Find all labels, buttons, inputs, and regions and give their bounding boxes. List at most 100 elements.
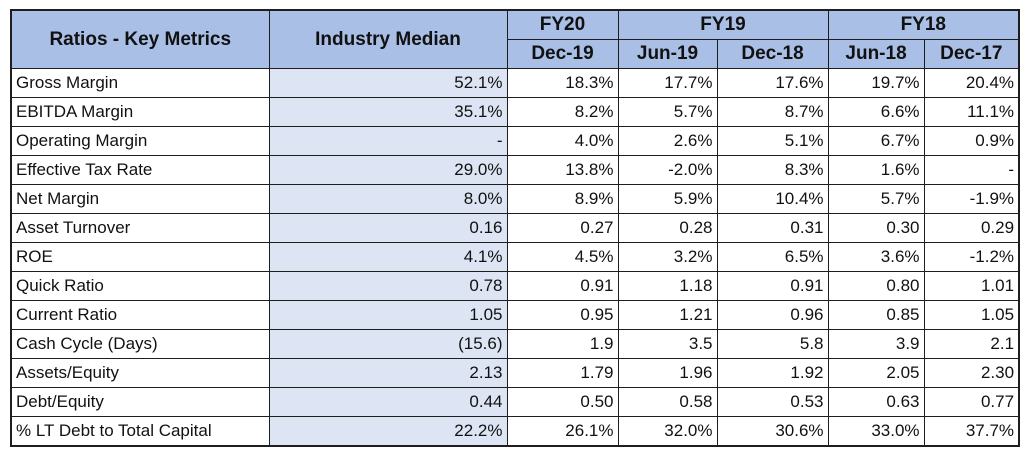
period-value-cell: 0.29 <box>923 213 1020 243</box>
industry-median-cell: 52.1% <box>268 68 508 98</box>
period-value-cell: 0.77 <box>923 387 1020 417</box>
table-row: Gross Margin 52.1% 18.3% 17.7% 17.6% 19.7% 20.… <box>10 68 1020 98</box>
period-value-cell: 6.7% <box>827 126 925 156</box>
period-value-cell: 0.96 <box>716 300 829 330</box>
industry-median-cell: 4.1% <box>268 242 508 272</box>
period-value-cell: 0.80 <box>827 271 925 301</box>
period-value-cell: 2.30 <box>923 358 1020 388</box>
period-value-cell: 5.7% <box>827 184 925 214</box>
period-value-cell: 0.50 <box>506 387 619 417</box>
group-header-fy18: FY18 <box>827 9 1020 40</box>
industry-median-cell: 2.13 <box>268 358 508 388</box>
metric-label: Quick Ratio <box>10 271 270 301</box>
period-value-cell: 5.1% <box>716 126 829 156</box>
period-value-cell: 30.6% <box>716 416 829 447</box>
metric-column-header: Ratios - Key Metrics <box>10 9 270 69</box>
period-value-cell: -1.9% <box>923 184 1020 214</box>
period-value-cell: 20.4% <box>923 68 1020 98</box>
period-value-cell: 26.1% <box>506 416 619 447</box>
period-value-cell: 0.53 <box>716 387 829 417</box>
period-value-cell: - <box>923 155 1020 185</box>
table-row: % LT Debt to Total Capital 22.2% 26.1% 32.0… <box>10 416 1020 447</box>
period-value-cell: 6.5% <box>716 242 829 272</box>
period-value-cell: -2.0% <box>617 155 718 185</box>
industry-median-cell: 1.05 <box>268 300 508 330</box>
industry-median-cell: 0.78 <box>268 271 508 301</box>
period-value-cell: 1.79 <box>506 358 619 388</box>
period-header: Jun-19 <box>617 39 718 69</box>
group-header-fy19: FY19 <box>617 9 829 40</box>
period-value-cell: 17.6% <box>716 68 829 98</box>
table-body: Gross Margin 52.1% 18.3% 17.7% 17.6% 19.7% 20.… <box>10 68 1020 447</box>
period-value-cell: 8.3% <box>716 155 829 185</box>
period-value-cell: 0.30 <box>827 213 925 243</box>
period-value-cell: 13.8% <box>506 155 619 185</box>
period-value-cell: 4.5% <box>506 242 619 272</box>
table-row: Operating Margin -4.0% 2.6% 5.1% 6.7% 0.9% <box>10 126 1020 156</box>
metric-label: Gross Margin <box>10 68 270 98</box>
industry-median-cell: 0.44 <box>268 387 508 417</box>
metric-label: Net Margin <box>10 184 270 214</box>
period-value-cell: 0.95 <box>506 300 619 330</box>
metric-label: Effective Tax Rate <box>10 155 270 185</box>
period-value-cell: 1.92 <box>716 358 829 388</box>
period-value-cell: 19.7% <box>827 68 925 98</box>
metric-label: Cash Cycle (Days) <box>10 329 270 359</box>
period-value-cell: 11.1% <box>923 97 1020 127</box>
period-value-cell: 0.63 <box>827 387 925 417</box>
period-value-cell: 5.7% <box>617 97 718 127</box>
median-column-header: Industry Median <box>268 9 508 69</box>
table-row: ROE 4.1% 4.5% 3.2% 6.5% 3.6% -1.2% <box>10 242 1020 272</box>
period-value-cell: 2.1 <box>923 329 1020 359</box>
table-row: Effective Tax Rate 29.0% 13.8% -2.0% 8.3% 1.6… <box>10 155 1020 185</box>
period-value-cell: 0.31 <box>716 213 829 243</box>
period-value-cell: 5.9% <box>617 184 718 214</box>
table-row: Debt/Equity 0.44 0.50 0.58 0.53 0.63 0.77 <box>10 387 1020 417</box>
period-header: Jun-18 <box>827 39 925 69</box>
period-value-cell: 1.01 <box>923 271 1020 301</box>
period-value-cell: 1.21 <box>617 300 718 330</box>
period-value-cell: 1.05 <box>923 300 1020 330</box>
period-value-cell: 2.6% <box>617 126 718 156</box>
industry-median-cell: 22.2% <box>268 416 508 447</box>
period-value-cell: 1.96 <box>617 358 718 388</box>
period-value-cell: 0.91 <box>716 271 829 301</box>
header-row-groups: Ratios - Key Metrics Industry Median FY2… <box>10 9 1020 69</box>
period-header: Dec-19 <box>506 39 619 69</box>
period-value-cell: 3.6% <box>827 242 925 272</box>
period-value-cell: 0.58 <box>617 387 718 417</box>
industry-median-cell: 0.16 <box>268 213 508 243</box>
period-value-cell: 1.9 <box>506 329 619 359</box>
table-row: Asset Turnover 0.16 0.27 0.28 0.31 0.30 0.29 <box>10 213 1020 243</box>
period-value-cell: 0.27 <box>506 213 619 243</box>
period-value-cell: 32.0% <box>617 416 718 447</box>
table-row: EBITDA Margin 35.1% 8.2% 5.7% 8.7% 6.6% 11.1% <box>10 97 1020 127</box>
period-value-cell: 33.0% <box>827 416 925 447</box>
metric-label: Assets/Equity <box>10 358 270 388</box>
metric-label: % LT Debt to Total Capital <box>10 416 270 447</box>
period-value-cell: 2.05 <box>827 358 925 388</box>
period-value-cell: 6.6% <box>827 97 925 127</box>
header-row-periods: Dec-19 Jun-19 Dec-18 Jun-18 Dec-17 <box>11 39 1020 69</box>
table-row: Cash Cycle (Days) (15.6) 1.9 3.5 5.8 3.9 2.1 <box>10 329 1020 359</box>
period-value-cell: 1.6% <box>827 155 925 185</box>
period-value-cell: 3.9 <box>827 329 925 359</box>
industry-median-cell: 35.1% <box>268 97 508 127</box>
metric-label: Current Ratio <box>10 300 270 330</box>
period-value-cell: -1.2% <box>923 242 1020 272</box>
industry-median-cell: 29.0% <box>268 155 508 185</box>
table-row: Current Ratio 1.05 0.95 1.21 0.96 0.85 1.05 <box>10 300 1020 330</box>
period-value-cell: 0.91 <box>506 271 619 301</box>
metric-label: Asset Turnover <box>10 213 270 243</box>
period-value-cell: 5.8 <box>716 329 829 359</box>
table-row: Assets/Equity 2.13 1.79 1.96 1.92 2.05 2.30 <box>10 358 1020 388</box>
period-value-cell: 3.2% <box>617 242 718 272</box>
period-header: Dec-18 <box>716 39 829 69</box>
period-value-cell: 0.9% <box>923 126 1020 156</box>
table-row: Net Margin 8.0% 8.9% 5.9% 10.4% 5.7% -1.9% <box>10 184 1020 214</box>
period-value-cell: 18.3% <box>506 68 619 98</box>
period-value-cell: 10.4% <box>716 184 829 214</box>
period-value-cell: 8.7% <box>716 97 829 127</box>
table-header: Ratios - Key Metrics Industry Median FY2… <box>10 9 1020 69</box>
industry-median-cell: 8.0% <box>268 184 508 214</box>
